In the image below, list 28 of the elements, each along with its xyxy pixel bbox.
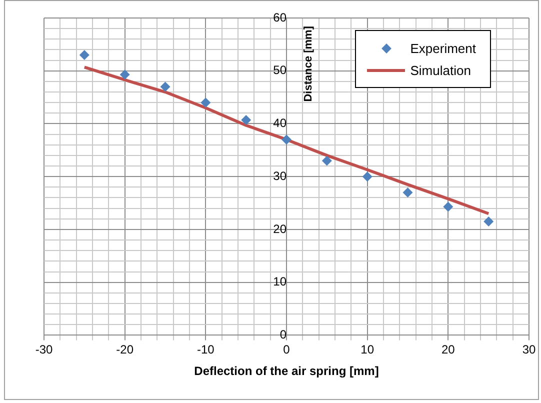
point <box>160 82 170 92</box>
x-tick-label: 30 <box>522 342 536 357</box>
point <box>120 70 130 80</box>
y-tick-label: 0 <box>280 328 287 342</box>
point <box>200 98 211 108</box>
y-tick-label: 60 <box>273 10 287 24</box>
x-tick-label: 20 <box>441 342 456 357</box>
point <box>484 216 494 227</box>
x-axis-title: Deflection of the air spring [mm] <box>194 364 379 378</box>
point <box>402 187 413 198</box>
x-tick-label: -20 <box>116 342 134 357</box>
x-tick-label: 10 <box>360 342 374 357</box>
point <box>79 50 90 60</box>
point <box>322 156 332 166</box>
legend-label: Simulation <box>410 62 471 78</box>
y-tick-label: 30 <box>273 168 287 183</box>
point <box>443 202 454 212</box>
y-tick-label: 20 <box>273 222 287 236</box>
x-tick-label: -30 <box>35 342 53 357</box>
y-tick-label: 40 <box>273 116 287 130</box>
legend-label: Experiment <box>410 40 476 56</box>
x-tick-label: -10 <box>196 342 215 357</box>
point <box>362 172 372 182</box>
point <box>241 115 252 126</box>
y-tick-label: 10 <box>273 274 287 289</box>
y-axis-title: Distance [mm] <box>302 26 315 102</box>
y-tick-label: 50 <box>273 63 287 78</box>
point <box>282 134 292 145</box>
